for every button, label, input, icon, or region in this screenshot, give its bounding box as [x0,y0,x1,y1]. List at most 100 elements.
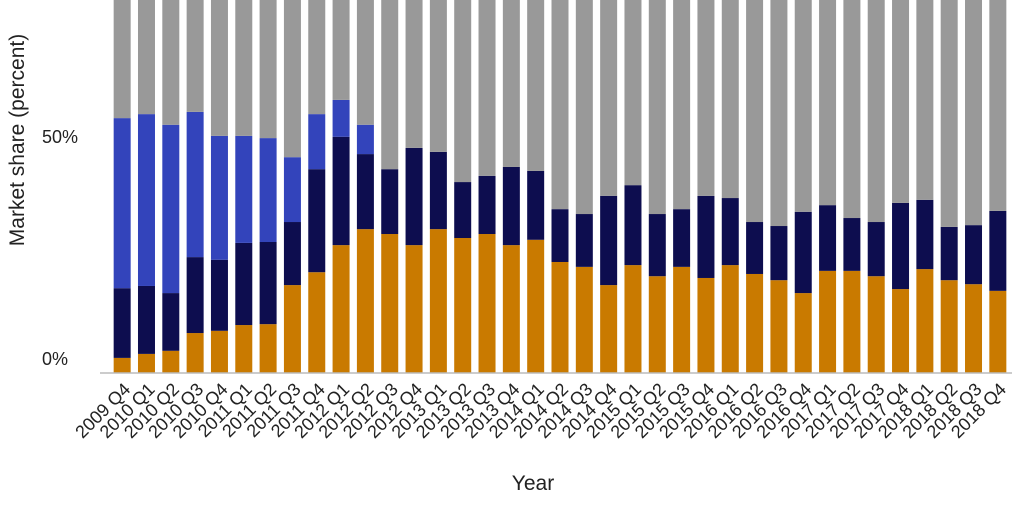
bar-segment [794,0,812,212]
bar-segment [989,0,1007,211]
bar-segment [721,265,739,373]
bar-segment [502,0,520,167]
bar-segment [673,209,691,267]
bar-segment [600,285,618,373]
bar-segment [381,0,399,170]
bar-segment [721,0,739,199]
bar-segment [356,0,374,125]
bar-segment [940,0,958,227]
bar-segment [259,324,277,373]
bar-segment [770,226,788,281]
bar-segment [210,259,228,331]
bar-segment [478,234,496,373]
bar-segment [137,0,155,115]
bar-segment [843,218,861,271]
bar-segment [892,289,910,373]
bar-segment [186,0,204,112]
bar-segment [405,245,423,373]
bar-segment [356,229,374,373]
bar-segment [624,185,642,266]
bar-segment [186,257,204,334]
bar-segment [235,325,253,373]
x-axis-label: Year [512,472,554,495]
bar-segment [575,0,593,215]
bar-segment [746,273,764,373]
bar-segment [137,353,155,373]
bar-segment [259,138,277,243]
plot-area [113,0,1007,373]
bar-segment [308,114,326,170]
bar-segment [965,225,983,285]
bar-segment [794,293,812,373]
bar-segment [721,198,739,266]
bar-segment [916,199,934,270]
bar-segment [137,114,155,286]
bar-segment [186,333,204,373]
bar-segment [308,272,326,373]
bar-segment [454,0,472,183]
bar-segment [405,0,423,148]
bar-segment [746,0,764,223]
bar-segment [283,222,301,286]
bar-segment [867,222,885,277]
bar-segment [381,169,399,235]
bar-segment [819,205,837,271]
bar-segment [843,270,861,373]
bar-segment [916,269,934,373]
bar-segment [381,234,399,373]
bar-segment [332,245,350,373]
bar-segment [113,288,131,358]
bar-segment [648,0,666,215]
bar-segment [989,290,1007,373]
bar-segment [940,280,958,373]
bar-segment [527,170,545,240]
bar-segment [186,111,204,258]
bar-segment [527,0,545,171]
bar-segment [113,0,131,119]
y-tick-label: 0% [42,349,68,369]
bar-segment [673,0,691,210]
y-axis-label: Market share (percent) [6,34,29,246]
bar-segment [624,0,642,186]
bar-segment [259,0,277,139]
bar-segment [113,357,131,373]
bar-segment [210,135,228,260]
bar-segment [478,175,496,235]
bar-segment [843,0,861,219]
bar-segment [819,0,837,206]
bar-segment [527,239,545,373]
bar-segment [478,0,496,176]
bar-segment [210,330,228,373]
bar-segment [283,157,301,223]
bar-segment [332,136,350,246]
bar-segment [356,124,374,155]
bar-segment [137,285,155,354]
bar-segment [454,238,472,373]
bar-segment [162,350,180,373]
bar-segment [454,182,472,239]
bar-segment [673,266,691,373]
bar-segment [770,0,788,227]
bar-segment [235,242,253,326]
bar-segment [502,166,520,246]
bar-segment [600,0,618,196]
bar-segment [429,229,447,373]
bar-segment [770,280,788,373]
bar-segment [697,277,715,373]
bar-segment [648,276,666,373]
bar-segment [624,265,642,373]
bar-segment [794,211,812,294]
bar-segment [308,0,326,115]
bar-segment [819,270,837,373]
bar-segment [308,169,326,273]
bar-segment [332,0,350,100]
y-tick-label: 50% [42,127,78,147]
bar-segment [429,151,447,230]
bar-segment [162,124,180,294]
bar-segment [162,293,180,351]
bar-segment [429,0,447,152]
bar-segment [600,195,618,286]
bar-segment [162,0,180,125]
bar-segment [697,0,715,196]
